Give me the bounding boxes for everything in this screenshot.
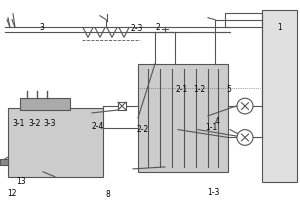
Text: 1-1: 1-1: [206, 123, 218, 132]
Text: 8: 8: [105, 190, 110, 199]
Text: 3-1: 3-1: [12, 119, 24, 128]
Text: 3-3: 3-3: [44, 119, 56, 128]
Text: 2: 2: [156, 23, 161, 32]
Text: 1-3: 1-3: [207, 188, 219, 197]
Text: 2-3: 2-3: [130, 24, 143, 33]
Bar: [0, 159, 8, 165]
Bar: [118, 102, 126, 110]
Text: 3-2: 3-2: [28, 119, 41, 128]
Bar: [262, 10, 297, 182]
Text: 3: 3: [39, 23, 44, 32]
Text: 1: 1: [278, 23, 282, 32]
Text: 2-2: 2-2: [136, 125, 149, 134]
Text: 5: 5: [226, 85, 231, 94]
Text: 1-2: 1-2: [194, 85, 206, 94]
Text: 12: 12: [8, 189, 17, 198]
Circle shape: [237, 98, 253, 114]
Text: 2-4: 2-4: [92, 122, 104, 131]
Circle shape: [237, 130, 253, 145]
Bar: [225, 13, 262, 27]
Text: 4: 4: [214, 117, 219, 126]
Bar: [8, 108, 103, 177]
Text: 13: 13: [16, 177, 26, 186]
Bar: [20, 98, 70, 110]
Bar: [138, 64, 228, 172]
Text: 2-1: 2-1: [176, 85, 188, 94]
